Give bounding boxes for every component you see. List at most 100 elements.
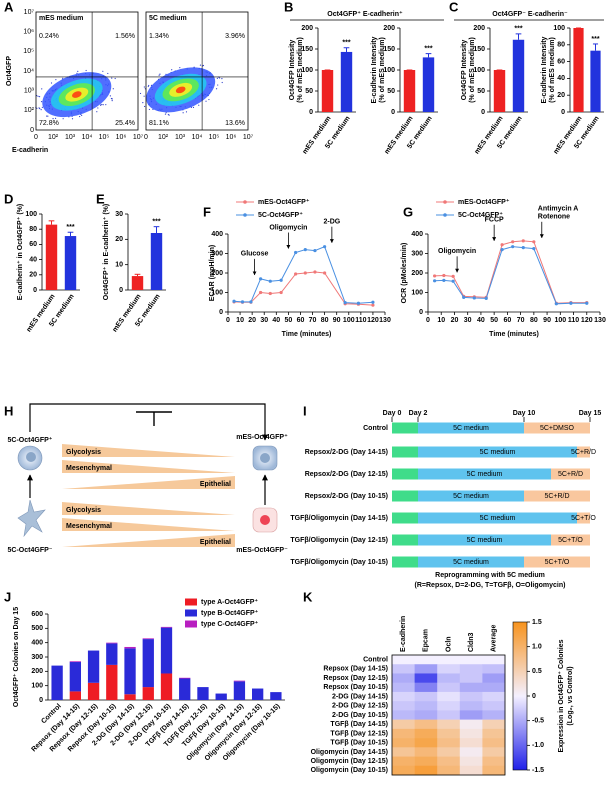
y-axis-label: Oct4GFP xyxy=(6,56,13,86)
event-dot xyxy=(54,117,57,119)
y-tick-label: 200 xyxy=(473,25,485,32)
heatmap-cell xyxy=(392,655,415,665)
x-tick-label: 50 xyxy=(284,317,292,324)
point xyxy=(303,271,307,275)
panel-letter: I xyxy=(303,403,307,418)
point xyxy=(521,239,525,243)
bar-segment xyxy=(179,677,191,679)
y-tick-label: 0 xyxy=(119,287,123,294)
heatmap-cell xyxy=(414,756,438,767)
event-dot xyxy=(79,115,81,118)
quadrant-percent: 81.1% xyxy=(149,120,169,127)
heatmap-cell xyxy=(414,747,438,757)
event-dot xyxy=(221,81,223,84)
heatmap-cell xyxy=(482,682,506,693)
panel-letter: J xyxy=(4,589,11,604)
point xyxy=(279,290,283,295)
heatmap-cell xyxy=(437,728,461,739)
event-dot xyxy=(147,85,149,88)
colorbar xyxy=(512,621,528,771)
segment-label: 5C medium xyxy=(467,471,503,478)
point xyxy=(313,248,317,253)
heatmap-cell xyxy=(459,710,483,720)
y-axis-label: OCR (pMoles/min) xyxy=(401,243,408,304)
point xyxy=(433,279,437,283)
heatmap-cell xyxy=(482,691,506,702)
heatmap-cell xyxy=(392,728,415,739)
bar xyxy=(340,51,353,112)
y-tick-label: 400 xyxy=(31,640,43,647)
phase-treatment xyxy=(551,534,590,546)
y-tick-label: 30 xyxy=(115,211,123,218)
event-dot xyxy=(114,77,116,80)
phase-5c xyxy=(418,512,577,524)
heatmap-cell xyxy=(459,747,483,757)
legend-label: mES-Oct4GFP⁺ xyxy=(458,198,510,206)
point xyxy=(569,301,573,305)
heatmap-cell xyxy=(437,701,461,711)
row-label: TGFβ (Day 14-15) xyxy=(330,721,388,728)
panel-letter: F xyxy=(203,204,211,219)
gradient-wedge xyxy=(62,444,235,457)
x-axis-label: Time (minutes) xyxy=(489,331,539,338)
point xyxy=(303,248,307,252)
row-label: TGFβ (Day 10-15) xyxy=(330,740,388,747)
column-label: Ocln xyxy=(445,636,452,652)
heatmap-cell xyxy=(482,765,506,776)
event-dot xyxy=(40,109,42,111)
x-tick-label: 120 xyxy=(367,317,379,324)
point xyxy=(232,299,236,303)
event-dot xyxy=(148,108,151,111)
y-tick-label: 10² xyxy=(24,107,35,114)
segment-label: 5C+R/D xyxy=(544,493,569,500)
legend-swatch xyxy=(185,598,197,606)
event-dot xyxy=(143,86,145,88)
bar-segment xyxy=(69,661,81,663)
segment-label: 5C medium xyxy=(453,493,489,500)
y-tick-label: 10⁶ xyxy=(23,29,34,36)
phase-day0-2 xyxy=(392,556,418,568)
x-tick-label: 10² xyxy=(158,134,169,141)
x-tick-label: 10⁶ xyxy=(226,134,237,141)
quadrant-percent: 13.6% xyxy=(225,120,245,127)
phase-5c xyxy=(418,422,524,434)
event-dot xyxy=(62,118,64,120)
annotation: FCCP xyxy=(485,217,504,224)
heatmap-cell xyxy=(459,765,483,776)
phase-day0-2 xyxy=(392,534,418,546)
x-tick-label: 30 xyxy=(464,317,472,324)
event-dot xyxy=(111,99,113,102)
y-tick-label: 50 xyxy=(477,88,485,95)
plot-title: 5C medium xyxy=(149,15,187,22)
y-axis-label: (% of mES medium) xyxy=(297,37,304,103)
event-dot xyxy=(96,111,98,113)
x-tick-label: 10⁷ xyxy=(243,134,254,141)
heatmap-cell xyxy=(482,673,506,683)
x-tick-label: 0 xyxy=(226,317,230,324)
bar-segment xyxy=(106,642,118,644)
point xyxy=(462,295,466,299)
bar-segment xyxy=(233,680,246,682)
event-dot xyxy=(112,88,114,90)
event-dot xyxy=(111,77,113,79)
segment-label: 5C+T/O xyxy=(545,559,570,566)
phase-5c xyxy=(418,468,551,480)
event-dot xyxy=(143,95,145,97)
heatmap-cell xyxy=(414,673,438,683)
segment-label: 5C medium xyxy=(453,425,489,432)
y-tick-label: 100 xyxy=(301,67,313,74)
event-dot xyxy=(41,88,43,90)
event-dot xyxy=(218,77,221,79)
heatmap-cell xyxy=(482,710,506,720)
bar-segment xyxy=(124,646,136,649)
y-tick-label: 0 xyxy=(561,109,565,116)
event-dot xyxy=(85,69,87,72)
x-tick-label: 80 xyxy=(321,317,329,324)
y-tick-label: 200 xyxy=(301,25,313,32)
y-tick-label: 150 xyxy=(301,46,313,53)
segment-label: 5C+T/O xyxy=(571,515,596,522)
point xyxy=(442,278,446,283)
phase-day0-2 xyxy=(392,490,418,502)
phase-treatment xyxy=(577,512,590,524)
